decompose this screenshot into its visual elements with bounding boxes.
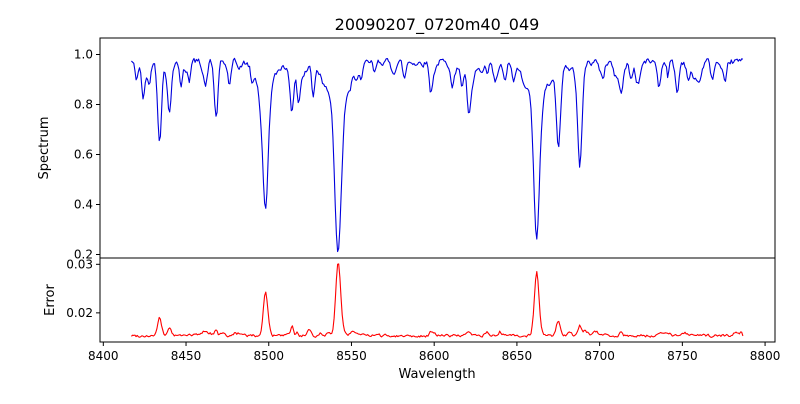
y-axis-label-spectrum: Spectrum — [37, 117, 52, 180]
plot-area: 0.2 0.4 0.6 0.8 1.0 0.02 0.03 8400 8450 8500 8550 8… — [66, 37, 781, 363]
x-tick-label: 8800 — [750, 349, 781, 363]
x-tick-label: 8500 — [253, 349, 284, 363]
spectrum-y-tick-label: 0.8 — [74, 98, 93, 112]
x-axis-label: Wavelength — [398, 367, 475, 382]
chart-title: 20090207_0720m40_049 — [335, 15, 540, 35]
x-tick-label: 8650 — [502, 349, 533, 363]
error-panel-frame — [99, 257, 776, 343]
spectrum-panel-frame — [99, 37, 776, 259]
spectrum-y-tick-label: 0.4 — [74, 198, 93, 212]
spectrum-y-tick-label: 1.0 — [74, 48, 93, 62]
x-tick-label: 8400 — [88, 349, 119, 363]
spectrum-y-tick-label: 0.6 — [74, 148, 93, 162]
spectrum-y-tick-label: 0.2 — [74, 248, 93, 262]
x-tick-label: 8550 — [336, 349, 367, 363]
error-line — [131, 263, 744, 338]
error-y-tick-label: 0.03 — [66, 257, 93, 271]
x-tick-label: 8750 — [667, 349, 698, 363]
y-axis-label-error: Error — [43, 284, 58, 316]
x-tick-label: 8700 — [584, 349, 615, 363]
x-tick-label: 8600 — [419, 349, 450, 363]
x-tick-label: 8450 — [171, 349, 202, 363]
error-y-tick-label: 0.02 — [66, 306, 93, 320]
spectrum-line — [131, 57, 744, 253]
